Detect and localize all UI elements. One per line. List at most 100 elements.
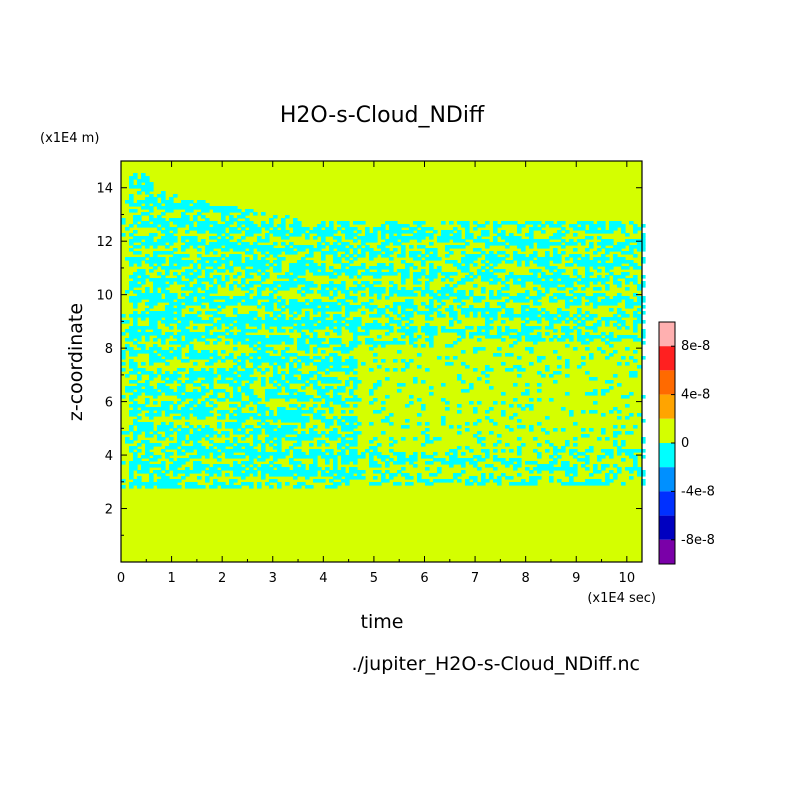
field-cell-negative bbox=[169, 437, 174, 441]
field-cell-negative bbox=[401, 287, 406, 291]
field-cell-negative bbox=[497, 326, 502, 330]
field-cell-negative bbox=[285, 374, 290, 378]
field-cell-negative bbox=[617, 383, 622, 387]
field-cell-negative bbox=[145, 188, 150, 192]
field-cell-negative bbox=[165, 230, 170, 234]
field-cell-negative bbox=[197, 227, 202, 231]
field-cell-negative bbox=[297, 341, 302, 345]
field-cell-negative bbox=[197, 281, 202, 285]
field-cell-negative bbox=[429, 338, 434, 342]
field-cell-negative bbox=[297, 410, 302, 414]
field-cell-negative bbox=[513, 464, 518, 468]
field-cell-negative bbox=[629, 431, 634, 435]
field-cell-negative bbox=[333, 437, 338, 441]
field-cell-negative bbox=[217, 380, 222, 384]
x-tick-label: 3 bbox=[269, 571, 277, 586]
field-cell-negative bbox=[389, 281, 394, 285]
field-cell-negative bbox=[617, 335, 622, 339]
field-cell-negative bbox=[173, 428, 178, 432]
field-cell-negative bbox=[261, 410, 266, 414]
field-cell-negative bbox=[137, 224, 142, 228]
field-cell-negative bbox=[373, 359, 378, 363]
field-cell-negative bbox=[597, 482, 602, 486]
field-cell-negative bbox=[549, 374, 554, 378]
field-cell-negative bbox=[157, 299, 162, 303]
field-cell-negative bbox=[149, 293, 154, 297]
field-cell-negative bbox=[385, 455, 390, 459]
field-cell-negative bbox=[293, 314, 298, 318]
field-cell-negative bbox=[269, 320, 274, 324]
field-cell-negative bbox=[385, 419, 390, 423]
field-cell-negative bbox=[197, 467, 202, 471]
field-cell-negative bbox=[601, 257, 606, 261]
field-cell-negative bbox=[297, 230, 302, 234]
field-cell-negative bbox=[537, 278, 542, 282]
colorbar-swatch bbox=[659, 491, 675, 516]
field-cell-negative bbox=[581, 257, 586, 261]
field-cell-negative bbox=[261, 425, 266, 429]
field-cell-negative bbox=[433, 473, 438, 477]
field-cell-negative bbox=[517, 314, 522, 318]
field-cell-negative bbox=[193, 239, 198, 243]
field-cell-negative bbox=[181, 389, 186, 393]
field-cell-negative bbox=[337, 305, 342, 309]
field-cell-negative bbox=[613, 254, 618, 258]
field-cell-negative bbox=[153, 284, 158, 288]
field-cell-negative bbox=[225, 452, 230, 456]
field-cell-negative bbox=[613, 260, 618, 264]
field-cell-negative bbox=[449, 260, 454, 264]
field-cell-negative bbox=[349, 323, 354, 327]
field-cell-negative bbox=[517, 404, 522, 408]
field-cell-negative bbox=[137, 410, 142, 414]
field-cell-negative bbox=[149, 317, 154, 321]
field-cell-negative bbox=[233, 422, 238, 426]
field-cell-negative bbox=[213, 284, 218, 288]
field-cell-negative bbox=[189, 314, 194, 318]
field-cell-negative bbox=[141, 482, 146, 486]
field-cell-negative bbox=[565, 470, 570, 474]
field-cell-negative bbox=[593, 224, 598, 228]
field-cell-negative bbox=[193, 263, 198, 267]
field-cell-negative bbox=[389, 443, 394, 447]
field-cell-negative bbox=[521, 317, 526, 321]
field-cell-negative bbox=[177, 410, 182, 414]
field-cell-negative bbox=[189, 338, 194, 342]
field-cell-negative bbox=[133, 461, 138, 465]
field-cell-negative bbox=[573, 464, 578, 468]
field-cell-negative bbox=[261, 359, 266, 363]
field-cell-negative bbox=[161, 335, 166, 339]
field-cell-negative bbox=[185, 341, 190, 345]
field-cell-negative bbox=[425, 434, 430, 438]
field-cell-negative bbox=[213, 443, 218, 447]
field-cell-negative bbox=[193, 332, 198, 336]
field-cell-negative bbox=[197, 410, 202, 414]
field-cell-negative bbox=[241, 386, 246, 390]
field-cell-negative bbox=[565, 443, 570, 447]
field-cell-negative bbox=[429, 254, 434, 258]
field-cell-negative bbox=[573, 482, 578, 486]
field-cell-negative bbox=[593, 257, 598, 261]
field-cell-negative bbox=[477, 431, 482, 435]
field-cell-negative bbox=[313, 317, 318, 321]
field-cell-negative bbox=[149, 239, 154, 243]
field-cell-negative bbox=[373, 470, 378, 474]
field-cell-negative bbox=[457, 266, 462, 270]
field-cell-negative bbox=[529, 242, 534, 246]
field-cell-negative bbox=[245, 260, 250, 264]
field-cell-negative bbox=[641, 479, 646, 483]
field-cell-negative bbox=[209, 269, 214, 273]
field-cell-negative bbox=[217, 206, 222, 210]
field-cell-negative bbox=[149, 188, 154, 192]
field-cell-negative bbox=[245, 317, 250, 321]
field-cell-negative bbox=[397, 458, 402, 462]
field-cell-negative bbox=[249, 251, 254, 255]
field-cell-negative bbox=[281, 380, 286, 384]
field-cell-negative bbox=[317, 227, 322, 231]
field-cell-negative bbox=[161, 236, 166, 240]
field-cell-negative bbox=[221, 260, 226, 264]
field-cell-negative bbox=[321, 338, 326, 342]
field-cell-negative bbox=[561, 464, 566, 468]
field-cell-negative bbox=[525, 389, 530, 393]
field-cell-negative bbox=[389, 437, 394, 441]
field-cell-negative bbox=[261, 380, 266, 384]
